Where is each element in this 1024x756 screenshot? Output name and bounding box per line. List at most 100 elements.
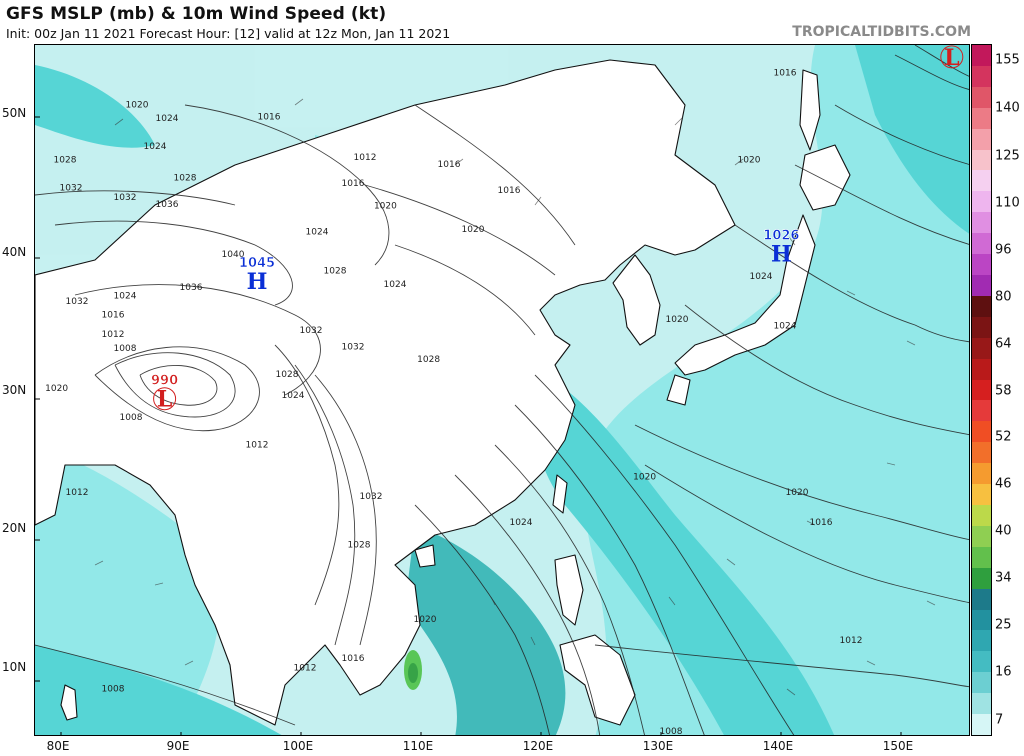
- colorbar-segment: [972, 463, 991, 485]
- pressure-system-layer: 1045H1026H990L993L: [151, 45, 966, 413]
- colorbar-tick-label: 58: [995, 383, 1012, 399]
- forecast-info: Init: 00z Jan 11 2021 Forecast Hour: [12…: [6, 26, 451, 41]
- colorbar-segment: [972, 693, 991, 715]
- isobar-label: 1020: [462, 225, 485, 235]
- colorbar-segment: [972, 442, 991, 464]
- colorbar-tick-label: 46: [995, 476, 1012, 492]
- longitude-label: 100E: [282, 739, 314, 753]
- taiwan: [552, 474, 568, 514]
- isobar-label: 1016: [774, 68, 797, 78]
- low-center-ring: [153, 387, 177, 411]
- isobar-label: 1028: [417, 355, 440, 365]
- philippines-south: [559, 634, 636, 726]
- colorbar-segment: [972, 672, 991, 694]
- isobar-label: 1032: [360, 492, 383, 502]
- sakhalin: [799, 69, 821, 151]
- latitude-label: 50N: [2, 106, 27, 121]
- colorbar-segment: [972, 609, 991, 631]
- map-canvas: 1020 1024 1024 1028 1032 1032 1036 1028 1016 1012…: [35, 45, 969, 735]
- isobar-label: 1020: [414, 615, 437, 625]
- longitude-label: 140E: [762, 739, 794, 753]
- isobar-label: 1024: [306, 228, 329, 238]
- isobar-label: 1016: [342, 654, 365, 664]
- isobar-label: 1016: [102, 311, 125, 321]
- colorbar-segment: [972, 107, 991, 130]
- longitude-label: 130E: [642, 739, 674, 753]
- colorbar-segment: [972, 275, 991, 297]
- longitude-label: 150E: [882, 739, 914, 753]
- pressure-value: 990: [151, 374, 178, 389]
- latitude-label: 30N: [2, 383, 27, 397]
- asia-mainland: [35, 59, 736, 726]
- colorbar-segment: [972, 379, 991, 401]
- pressure-value: 1045: [239, 256, 275, 271]
- colorbar-tick-label: 64: [995, 336, 1012, 352]
- isobar-label: 1036: [156, 200, 179, 210]
- colorbar-segment: [972, 45, 991, 67]
- hainan: [414, 544, 436, 568]
- source-watermark: TROPICALTIDBITS.COM: [792, 24, 971, 40]
- isobar-label: 1016: [258, 113, 281, 123]
- colorbar-segment: [972, 651, 991, 673]
- isobar-label: 1016: [810, 518, 833, 528]
- isobar-label: 1032: [60, 183, 83, 193]
- low-center-ring: [940, 45, 964, 69]
- isobar-label: 1024: [114, 291, 137, 301]
- pressure-letter: H: [247, 269, 268, 295]
- colorbar-segment: [972, 525, 991, 548]
- map-title: GFS MSLP (mb) & 10m Wind Speed (kt): [6, 4, 387, 24]
- isobar-label: 1032: [342, 342, 365, 352]
- colorbar-segment: [972, 86, 991, 109]
- colorbar-segment: [972, 233, 991, 255]
- pressure-value: 1026: [763, 228, 799, 243]
- low-pressure-center: 993L: [938, 45, 966, 71]
- colorbar-tick-label: 155: [995, 52, 1020, 68]
- longitude-label: 120E: [522, 739, 554, 753]
- colorbar-segment: [972, 505, 991, 527]
- latitude-label: 40N: [2, 244, 27, 259]
- colorbar-segment: [972, 191, 991, 213]
- colorbar-segment: [972, 588, 991, 611]
- isobar-label: 1024: [510, 518, 533, 528]
- isobar-label: 1016: [342, 179, 365, 189]
- colorbar-tick-label: 16: [995, 664, 1012, 680]
- sri-lanka: [60, 684, 78, 721]
- colorbar-tick-label: 34: [995, 570, 1012, 586]
- colorbar-segment: [972, 337, 991, 360]
- isobar-label: 1008: [114, 344, 137, 354]
- isobar-label: 1028: [324, 266, 347, 276]
- wind-barbs: [94, 98, 936, 696]
- longitude-label: 90E: [166, 739, 190, 753]
- colorbar-segment: [972, 630, 991, 652]
- colorbar-segment: [972, 128, 991, 151]
- colorbar-segment: [972, 65, 991, 88]
- isobar-label: 1012: [246, 441, 269, 451]
- colorbar-segment: [972, 254, 991, 276]
- isobar-label: 1028: [54, 156, 77, 166]
- isobar-label: 1020: [786, 488, 809, 498]
- colorbar-tick-label: 40: [995, 523, 1012, 539]
- colorbar-segment: [972, 714, 991, 736]
- colorbar-tick-label: 7: [995, 712, 1004, 728]
- isobar-label: 1020: [374, 201, 397, 211]
- weather-map[interactable]: 1020 1024 1024 1028 1032 1032 1036 1028 1016 1012…: [34, 44, 970, 736]
- colorbar-segment: [972, 567, 991, 590]
- isobar-label: 1008: [102, 684, 125, 694]
- isobar-label: 1012: [102, 330, 125, 340]
- isobar-label: 1032: [300, 326, 323, 336]
- colorbar-tick-label: 140: [995, 100, 1020, 116]
- wind-speed-colorbar: [971, 44, 992, 736]
- isobar-label: 1020: [666, 315, 689, 325]
- colorbar-segment: [972, 316, 991, 339]
- graticule: [35, 116, 902, 735]
- colorbar-segment: [972, 295, 991, 318]
- isobar-label: 1012: [354, 153, 377, 163]
- land-masses: [35, 59, 851, 726]
- isobar-label: 1020: [126, 100, 149, 110]
- isobar-label: 1024: [144, 142, 167, 152]
- isobar-label: 1008: [120, 413, 143, 423]
- isobar-label-layer: 1020 1024 1024 1028 1032 1032 1036 1028 1016 1012…: [45, 68, 862, 735]
